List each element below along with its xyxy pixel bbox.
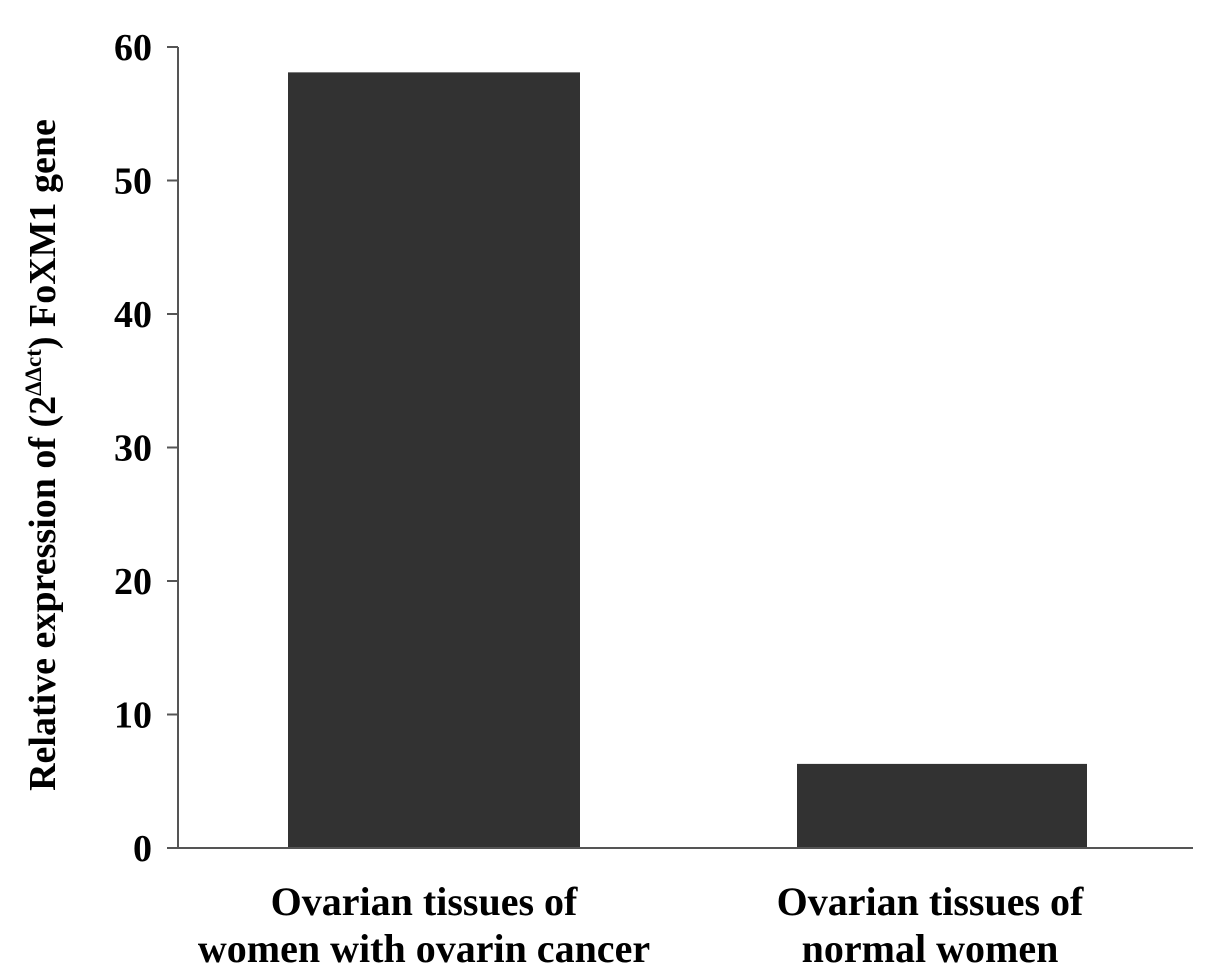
x-category-label: Ovarian tissues of normal women [777, 879, 1084, 971]
x-category-label-line: women with ovarin cancer [198, 926, 650, 971]
y-tick-label: 30 [114, 428, 152, 470]
bar [288, 72, 580, 849]
y-axis-title-before: Relative expression of (2 [22, 396, 64, 791]
bars [288, 72, 1087, 849]
y-axis-title-after: ) FoXM1 gene [22, 119, 64, 349]
y-tick-label: 40 [114, 294, 152, 336]
y-tick-label: 60 [114, 27, 152, 69]
y-axis: 0 10 20 30 40 50 60 [114, 27, 179, 870]
category-labels: Ovarian tissues of women with ovarin canc… [198, 879, 1084, 971]
y-axis-title: Relative expression of (2ΔΔct) FoXM1 gen… [21, 119, 64, 791]
y-tick-label: 10 [114, 695, 152, 737]
y-tick-label: 0 [133, 828, 152, 870]
x-category-label: Ovarian tissues of women with ovarin canc… [198, 879, 650, 971]
y-tick-label: 20 [114, 561, 152, 603]
x-category-label-line: Ovarian tissues of [777, 879, 1084, 924]
x-category-label-line: Ovarian tissues of [271, 879, 578, 924]
bar [797, 763, 1087, 848]
y-axis-title-superscript: ΔΔct [21, 349, 46, 396]
y-tick-label: 50 [114, 161, 152, 203]
x-category-label-line: normal women [802, 926, 1059, 971]
